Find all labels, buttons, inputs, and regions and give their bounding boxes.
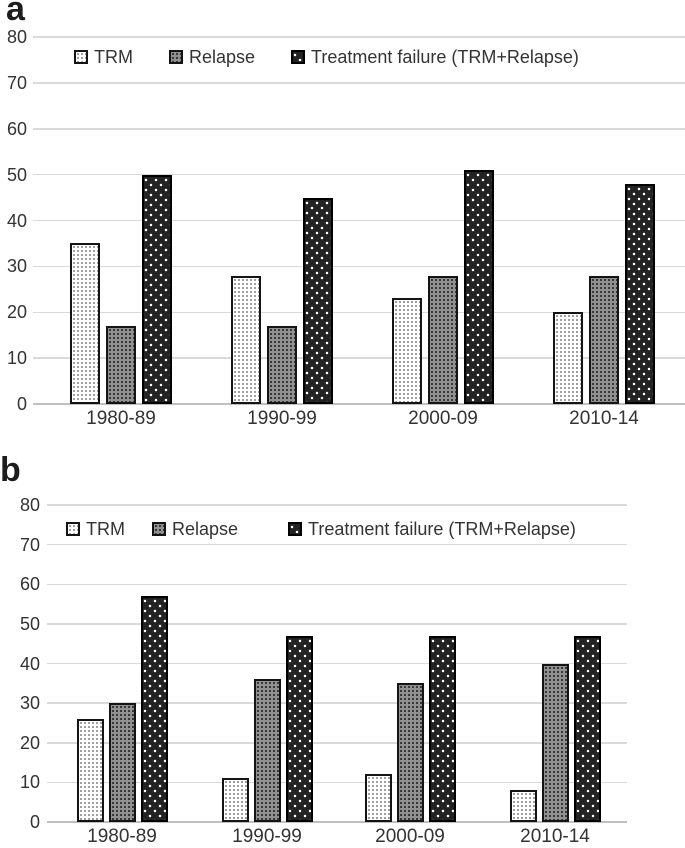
bar-treatment-failure-trm-relapse-2010-14 [573,635,601,822]
bar-relapse-2000-09 [396,683,424,822]
legend-swatch-trm [66,522,80,536]
panel-b-label: b [0,451,21,489]
gridline-40 [33,219,685,222]
bar-trm-1990-99 [231,275,261,404]
y-tick-label-0: 0 [16,394,27,414]
bar-relapse-1990-99 [267,326,297,404]
y-tick-label-40: 40 [6,210,27,231]
gridline-50 [47,623,627,625]
gridline-60 [33,128,685,130]
panel-b: b 0 10 20 30 40 50 60 70 80 TRM Relapse Treatment f… [0,432,685,848]
x-category-label-1990-99: 1990-99 [247,408,317,429]
bar-trm-2000-09 [364,774,392,822]
y-tick-label-40: 40 [19,653,40,674]
bar-relapse-2010-14 [589,275,619,404]
legend-label: Treatment failure (TRM+Relapse) [311,47,579,67]
y-tick-label-60: 60 [6,118,27,139]
legend-swatch-relapse [169,50,183,64]
y-tick-label-60: 60 [19,574,40,595]
x-category-label-1980-89: 1980-89 [86,408,156,429]
legend-label: Relapse [189,47,256,67]
bar-relapse-1990-99 [253,679,281,822]
y-tick-label-70: 70 [6,72,27,93]
y-tick-label-50: 50 [19,613,40,634]
bar-relapse-1980-89 [106,326,136,404]
gridline-40 [47,662,627,665]
y-tick-label-30: 30 [19,693,40,714]
gridline-50 [33,173,685,176]
bar-treatment-failure-trm-relapse-1990-99 [285,635,313,822]
y-tick-label-0: 0 [29,812,40,832]
panel-a-label: a [6,0,25,28]
x-category-label-1990-99: 1990-99 [232,826,302,847]
gridline-0 [33,403,685,406]
y-tick-label-20: 20 [6,302,27,323]
gridline-60 [47,583,627,585]
bar-treatment-failure-trm-relapse-2010-14 [625,183,655,404]
legend-label: Treatment failure (TRM+Relapse) [308,519,576,539]
bar-treatment-failure-trm-relapse-1980-89 [142,174,172,404]
legend-item-treatment-failure-trm-relapse: Treatment failure (TRM+Relapse) [291,47,579,67]
gridline-0 [47,821,627,824]
y-tick-label-70: 70 [19,534,40,555]
x-category-label-2000-09: 2000-09 [375,826,445,847]
legend-swatch-relapse [152,522,166,536]
gridline-10 [47,781,627,784]
legend-item-treatment-failure-trm-relapse: Treatment failure (TRM+Relapse) [288,519,576,539]
legend-label: Relapse [172,519,239,539]
legend-item-trm: TRM [74,47,133,67]
legend-item-relapse: Relapse [152,519,238,539]
y-tick-label-80: 80 [6,27,27,47]
legend-item-relapse: Relapse [169,47,255,67]
bar-treatment-failure-trm-relapse-2000-09 [464,170,494,404]
gridline-30 [33,265,685,268]
x-category-label-1980-89: 1980-89 [87,826,157,847]
bar-trm-2010-14 [509,790,537,822]
y-tick-label-30: 30 [6,256,27,277]
bar-trm-2010-14 [553,312,583,404]
panel-b-plot: 0 10 20 30 40 50 60 70 80 TRM Relapse Treatment fai… [0,432,685,848]
legend-label: TRM [94,47,133,67]
y-tick-label-80: 80 [19,495,40,515]
gridline-10 [33,357,685,359]
gridline-20 [47,742,627,744]
y-tick-label-20: 20 [19,732,40,753]
bar-trm-2000-09 [392,298,422,404]
bar-trm-1990-99 [221,778,249,822]
gridline-20 [33,311,685,313]
legend-label: TRM [86,519,125,539]
x-category-label-2000-09: 2000-09 [408,408,478,429]
y-tick-label-10: 10 [6,348,27,369]
panel-a: a 0 10 20 30 40 50 60 70 80 TRM Relapse Treatment f… [6,0,685,429]
x-category-label-2010-14: 2010-14 [569,408,639,429]
legend-item-trm: TRM [66,519,125,539]
panel-a-plot: 0 10 20 30 40 50 60 70 80 TRM Relapse Treatment fai… [6,27,685,429]
bar-treatment-failure-trm-relapse-1980-89 [140,596,168,822]
legend-swatch-treatment-failure-trm-relapse [291,50,305,64]
y-tick-label-10: 10 [19,772,40,793]
gridline-30 [47,702,627,704]
y-tick-label-50: 50 [6,164,27,185]
gridline-70 [47,543,627,546]
legend-swatch-treatment-failure-trm-relapse [288,522,302,536]
bar-treatment-failure-trm-relapse-1990-99 [303,197,333,404]
bar-trm-1980-89 [70,243,100,404]
bar-relapse-2000-09 [428,275,458,404]
bar-treatment-failure-trm-relapse-2000-09 [428,635,456,822]
gridline-70 [33,82,685,84]
x-category-label-2010-14: 2010-14 [520,826,590,847]
gridline-80 [33,36,685,38]
gridline-80 [47,504,627,506]
bar-relapse-1980-89 [108,703,136,822]
bar-relapse-2010-14 [541,663,569,822]
legend-swatch-trm [74,50,88,64]
bar-trm-1980-89 [76,718,104,822]
